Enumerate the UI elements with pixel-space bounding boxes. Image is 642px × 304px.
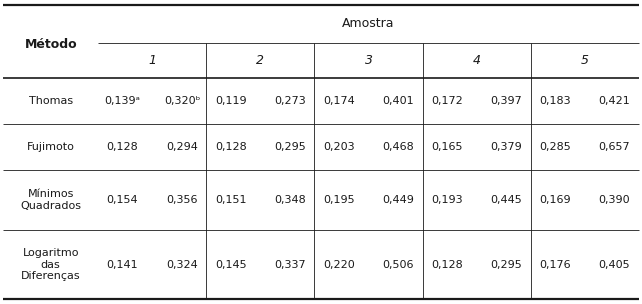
- Text: Fujimoto: Fujimoto: [27, 142, 74, 152]
- Text: 0,401: 0,401: [383, 96, 414, 105]
- Text: 0,295: 0,295: [274, 142, 306, 152]
- Text: das: das: [41, 260, 60, 270]
- Text: 0,119: 0,119: [215, 96, 247, 105]
- Text: 0,273: 0,273: [274, 96, 306, 105]
- Text: Mínimos: Mínimos: [28, 189, 74, 199]
- Text: Método: Método: [24, 38, 77, 50]
- Text: 0,449: 0,449: [382, 195, 414, 205]
- Text: Quadrados: Quadrados: [20, 201, 82, 211]
- Text: 0,141: 0,141: [107, 260, 139, 270]
- Text: 0,165: 0,165: [431, 142, 463, 152]
- Text: 0,128: 0,128: [215, 142, 247, 152]
- Text: 0,174: 0,174: [323, 96, 354, 105]
- Text: 5: 5: [581, 54, 589, 67]
- Text: 0,154: 0,154: [107, 195, 139, 205]
- Text: 0,356: 0,356: [166, 195, 198, 205]
- Text: 0,193: 0,193: [431, 195, 463, 205]
- Text: 0,176: 0,176: [539, 260, 571, 270]
- Text: 3: 3: [365, 54, 372, 67]
- Text: 0,324: 0,324: [166, 260, 198, 270]
- Text: 4: 4: [473, 54, 481, 67]
- Text: 0,294: 0,294: [166, 142, 198, 152]
- Text: 0,421: 0,421: [598, 96, 630, 105]
- Text: 0,390: 0,390: [598, 195, 630, 205]
- Text: 0,128: 0,128: [107, 142, 139, 152]
- Text: 0,139ᵃ: 0,139ᵃ: [105, 96, 141, 105]
- Text: Logaritmo: Logaritmo: [22, 248, 79, 258]
- Text: 0,657: 0,657: [598, 142, 630, 152]
- Text: 1: 1: [148, 54, 156, 67]
- Text: 0,203: 0,203: [323, 142, 354, 152]
- Text: 2: 2: [256, 54, 265, 67]
- Text: 0,506: 0,506: [383, 260, 414, 270]
- Text: 0,285: 0,285: [539, 142, 571, 152]
- Text: 0,405: 0,405: [598, 260, 630, 270]
- Text: 0,445: 0,445: [490, 195, 522, 205]
- Text: 0,220: 0,220: [323, 260, 354, 270]
- Text: 0,169: 0,169: [539, 195, 571, 205]
- Text: 0,183: 0,183: [539, 96, 571, 105]
- Text: 0,128: 0,128: [431, 260, 463, 270]
- Text: Thomas: Thomas: [29, 96, 73, 105]
- Text: 0,195: 0,195: [323, 195, 354, 205]
- Text: 0,348: 0,348: [274, 195, 306, 205]
- Text: 0,379: 0,379: [490, 142, 522, 152]
- Text: 0,320ᵇ: 0,320ᵇ: [164, 96, 200, 105]
- Text: 0,397: 0,397: [490, 96, 522, 105]
- Text: 0,337: 0,337: [274, 260, 306, 270]
- Text: 0,172: 0,172: [431, 96, 463, 105]
- Text: Diferenças: Diferenças: [21, 271, 80, 281]
- Text: 0,151: 0,151: [215, 195, 247, 205]
- Text: 0,468: 0,468: [383, 142, 414, 152]
- Text: 0,145: 0,145: [215, 260, 247, 270]
- Text: 0,295: 0,295: [490, 260, 522, 270]
- Text: Amostra: Amostra: [342, 17, 395, 30]
